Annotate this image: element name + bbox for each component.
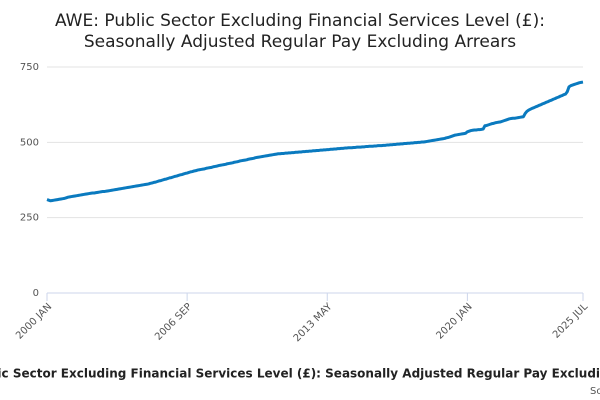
y-tick-label: 500 [20, 137, 39, 148]
x-tick-label: 2025 JUL [551, 301, 591, 341]
x-axis-label: AWE: Public Sector Excluding Financial S… [0, 367, 600, 381]
chart-title: AWE: Public Sector Excluding Financial S… [55, 11, 545, 31]
source: Source: [590, 386, 600, 397]
chart-title: Seasonally Adjusted Regular Pay Excludin… [84, 32, 516, 52]
x-tick-label: 2020 JAN [435, 301, 475, 341]
y-tick-label: 250 [20, 213, 39, 224]
x-tick-label: 2013 MAY [292, 301, 335, 344]
data-line [46, 80, 584, 203]
x-tick-label: 2006 SEP [153, 301, 194, 342]
y-tick-label: 0 [33, 288, 39, 299]
y-tick-label: 750 [20, 62, 39, 73]
x-tick-label: 2000 JAN [14, 301, 54, 341]
